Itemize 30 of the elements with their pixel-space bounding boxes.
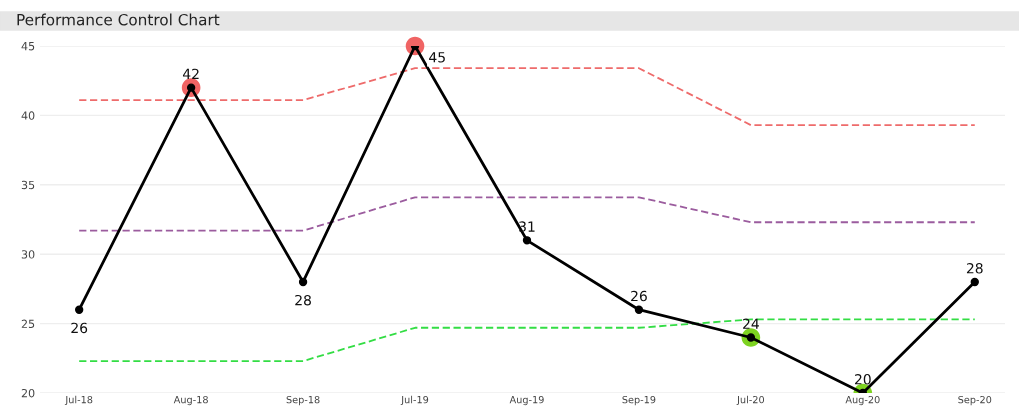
y-tick-label: 35	[21, 180, 35, 190]
y-tick-label: 25	[21, 319, 35, 328]
data-label: 24	[743, 318, 759, 329]
x-tick-label: Sep-19	[622, 395, 656, 406]
data-label: 31	[519, 221, 535, 232]
x-tick-label: Jul-18	[64, 395, 93, 406]
data-label: 42	[182, 68, 199, 79]
x-tick-label: Aug-20	[845, 395, 880, 406]
x-tick-label: Aug-19	[509, 395, 544, 406]
data-label: 20	[855, 374, 871, 385]
y-tick-label: 20	[21, 388, 35, 398]
y-tick-label: 45	[21, 42, 35, 51]
x-tick-label: Jul-20	[736, 395, 765, 406]
x-tick-label: Jul-19	[400, 395, 429, 406]
data-label: 28	[295, 294, 311, 306]
x-tick-label: Aug-18	[173, 395, 208, 406]
point	[970, 277, 979, 287]
data-label: 28	[966, 262, 983, 274]
data-label: 26	[71, 322, 88, 334]
x-tick-label: Sep-18	[286, 395, 320, 406]
data-label: 45	[429, 52, 445, 63]
point	[634, 305, 644, 314]
y-tick-label: 30	[21, 250, 35, 259]
point	[522, 236, 532, 245]
point	[298, 277, 308, 287]
data-label: 26	[631, 290, 647, 302]
y-tick-label: 40	[21, 111, 35, 120]
x-tick-label: Sep-20	[958, 395, 992, 406]
point	[75, 305, 84, 314]
chart-title: Performance Control Chart	[17, 13, 220, 26]
